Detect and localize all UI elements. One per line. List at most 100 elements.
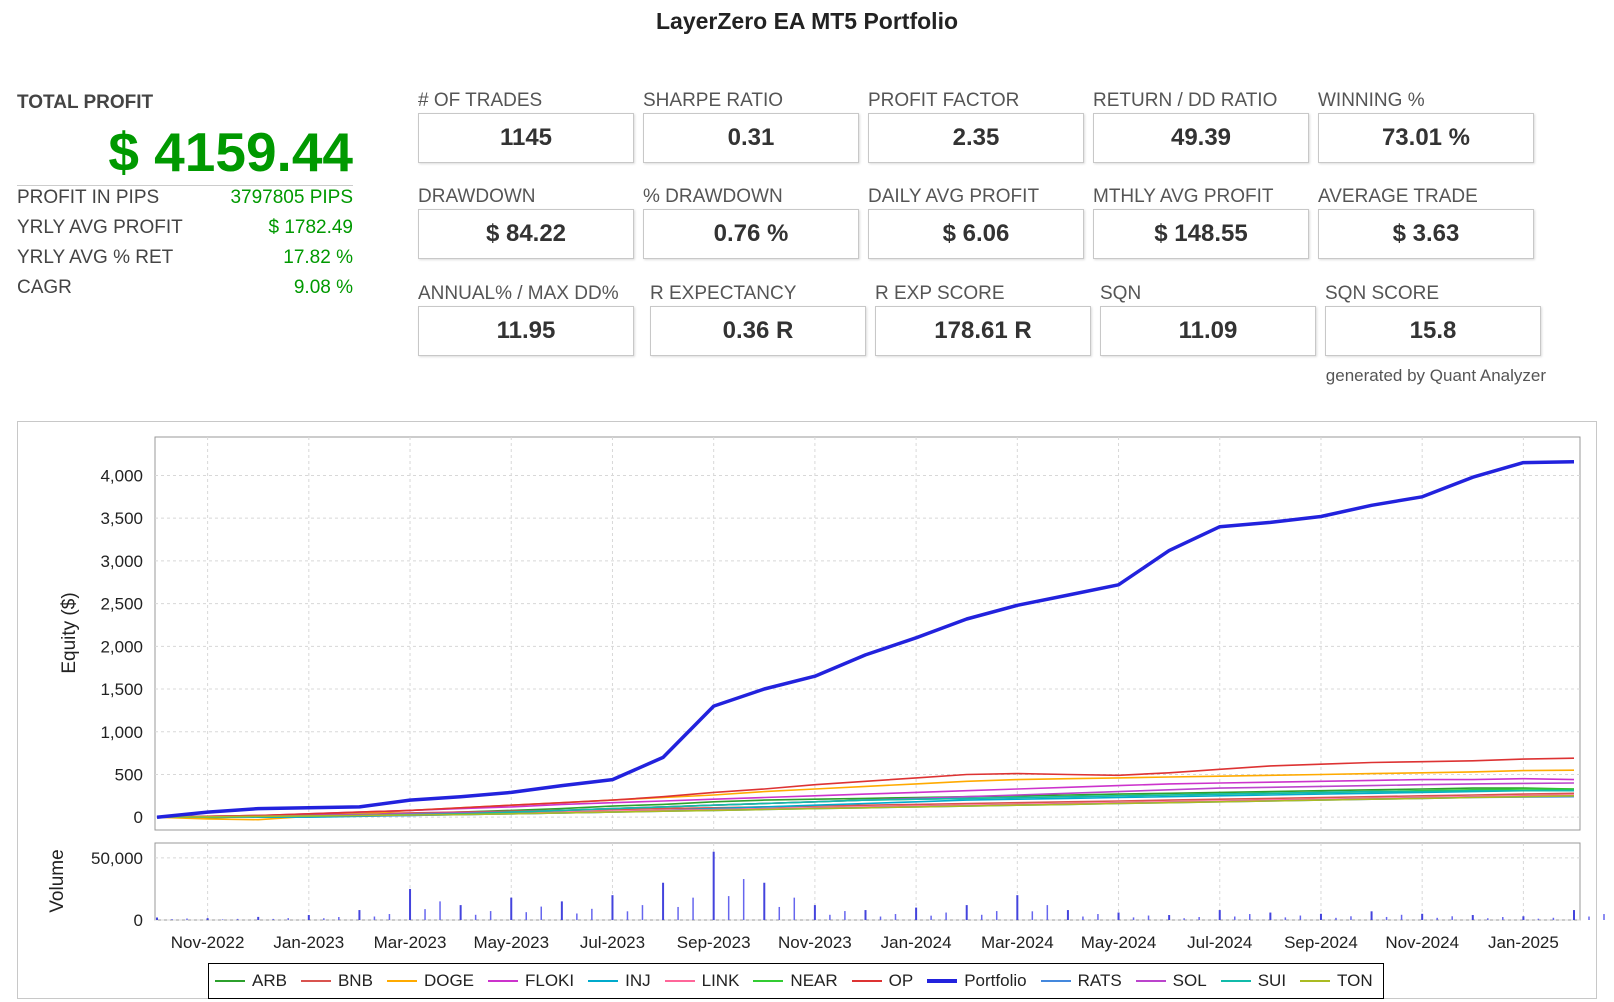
- stat-drawdown: DRAWDOWN $ 84.22: [418, 185, 634, 259]
- stat-label: DRAWDOWN: [418, 186, 536, 207]
- x-tick-label: Jul-2024: [1187, 933, 1252, 952]
- summary-label: PROFIT IN PIPS: [17, 187, 160, 208]
- volume-tick-label: 50,000: [91, 849, 143, 868]
- legend-item-ton: TON: [1300, 971, 1373, 991]
- stat-value: 178.61 R: [875, 306, 1091, 356]
- legend-swatch: [664, 980, 695, 982]
- chart-legend: ARB BNB DOGE FLOKI INJ LINK NEAR OP Portfolio RAT…: [208, 963, 1384, 999]
- summary-value: $ 1782.49: [268, 217, 353, 238]
- x-tick-label: Nov-2023: [778, 933, 852, 952]
- stat-value: $ 3.63: [1318, 209, 1534, 259]
- legend-item-op: OP: [851, 971, 913, 991]
- series-line-portfolio: [156, 460, 1575, 819]
- legend-item-near: NEAR: [753, 971, 838, 991]
- y-tick-label: 1,500: [100, 680, 143, 699]
- y-tick-label: 1,000: [100, 723, 143, 742]
- stat-label: ANNUAL% / MAX DD%: [418, 283, 619, 304]
- legend-swatch: [588, 980, 619, 982]
- x-tick-label: May-2023: [473, 933, 549, 952]
- legend-swatch: [488, 980, 518, 982]
- legend-item-doge: DOGE: [386, 971, 474, 991]
- generator-credit: generated by Quant Analyzer: [1325, 366, 1546, 385]
- stat-label: MTHLY AVG PROFIT: [1093, 186, 1274, 207]
- x-tick-label: Sep-2023: [677, 933, 751, 952]
- x-tick-label: Jan-2024: [881, 933, 952, 952]
- stat-annual-max-dd: ANNUAL% / MAX DD% 11.95: [418, 282, 634, 356]
- stat-value: $ 84.22: [418, 209, 634, 259]
- legend-label: FLOKI: [525, 971, 575, 990]
- stat-value: 2.35: [868, 113, 1084, 163]
- legend-item-sui: SUI: [1220, 971, 1286, 991]
- legend-item-rats: RATS: [1040, 971, 1122, 991]
- stat-value: 49.39: [1093, 113, 1309, 163]
- series-line-op: [156, 757, 1575, 818]
- stat-label: DAILY AVG PROFIT: [868, 186, 1040, 207]
- total-profit-label: TOTAL PROFIT: [17, 92, 154, 113]
- stat-label: SHARPE RATIO: [643, 90, 784, 111]
- legend-swatch: [386, 980, 417, 982]
- x-tick-label: Jul-2023: [580, 933, 645, 952]
- summary-row-profit-in-pips: PROFIT IN PIPS 3797805 PIPS: [17, 187, 353, 211]
- legend-label: Portfolio: [964, 971, 1027, 990]
- legend-label: INJ: [625, 971, 651, 990]
- legend-item-sol: SOL: [1135, 971, 1207, 991]
- legend-item-portfolio: Portfolio: [927, 971, 1027, 991]
- stat-value: $ 148.55: [1093, 209, 1309, 259]
- legend-swatch: [851, 980, 882, 982]
- stat-label: PROFIT FACTOR: [868, 90, 1020, 111]
- stat-r-exp-score: R EXP SCORE 178.61 R: [875, 282, 1091, 356]
- summary-label: YRLY AVG % RET: [17, 247, 174, 268]
- stat-value: 0.76 %: [643, 209, 859, 259]
- main-plot-area: [154, 436, 1581, 831]
- y-tick-label: 3,000: [100, 552, 143, 571]
- stat-sqn: SQN 11.09: [1100, 282, 1316, 356]
- x-tick-label: Jan-2025: [1488, 933, 1559, 952]
- summary-value: 3797805 PIPS: [230, 187, 353, 208]
- x-tick-label: Nov-2024: [1385, 933, 1459, 952]
- series-line-ton: [156, 795, 1575, 818]
- legend-swatch: [753, 980, 784, 982]
- volume-tick-label: 0: [134, 911, 143, 930]
- summary-row-cagr: CAGR 9.08 %: [17, 277, 353, 301]
- y-tick-label: 4,000: [100, 466, 143, 485]
- volume-axis-label: Volume: [47, 849, 68, 912]
- legend-label: ARB: [252, 971, 287, 990]
- y-tick-label: 2,500: [100, 595, 143, 614]
- stat-label: % DRAWDOWN: [643, 186, 783, 207]
- legend-label: DOGE: [423, 971, 474, 990]
- stat-label: AVERAGE TRADE: [1318, 186, 1478, 207]
- summary-value: 9.08 %: [293, 277, 353, 298]
- series-line-bnb: [156, 792, 1575, 818]
- y-tick-label: 500: [115, 765, 143, 784]
- stat-winning-pct: WINNING % 73.01 %: [1318, 89, 1534, 163]
- y-tick-label: 0: [134, 808, 143, 827]
- stat-label: R EXP SCORE: [875, 283, 1005, 304]
- legend-label: BNB: [337, 971, 373, 990]
- stat-profit-factor: PROFIT FACTOR 2.35: [868, 89, 1084, 163]
- legend-swatch: [927, 979, 958, 983]
- total-profit-value: $ 4159.44: [108, 121, 353, 183]
- legend-label: SOL: [1172, 971, 1207, 990]
- stat-num-trades: # OF TRADES 1145: [418, 89, 634, 163]
- stat-return-dd-ratio: RETURN / DD RATIO 49.39: [1093, 89, 1309, 163]
- summary-row-yrly-avg-profit: YRLY AVG PROFIT $ 1782.49: [17, 217, 353, 241]
- legend-item-link: LINK: [664, 971, 740, 991]
- stat-value: 11.95: [418, 306, 634, 356]
- legend-swatch: [1220, 980, 1251, 982]
- legend-swatch: [215, 980, 245, 982]
- legend-item-floki: FLOKI: [488, 971, 574, 991]
- report-title: LayerZero EA MT5 Portfolio: [655, 8, 959, 34]
- stat-r-expectancy: R EXPECTANCY 0.36 R: [650, 282, 866, 356]
- total-profit-divider: [17, 185, 353, 186]
- x-tick-label: Jan-2023: [273, 933, 344, 952]
- legend-item-bnb: BNB: [300, 971, 373, 991]
- legend-label: LINK: [701, 971, 740, 990]
- stat-label: SQN: [1100, 283, 1142, 304]
- stat-sharpe-ratio: SHARPE RATIO 0.31: [643, 89, 859, 163]
- legend-label: RATS: [1077, 971, 1122, 990]
- x-tick-label: Mar-2024: [981, 933, 1054, 952]
- x-tick-label: Nov-2022: [171, 933, 245, 952]
- y-tick-label: 2,000: [100, 637, 143, 656]
- stat-daily-avg-profit: DAILY AVG PROFIT $ 6.06: [868, 185, 1084, 259]
